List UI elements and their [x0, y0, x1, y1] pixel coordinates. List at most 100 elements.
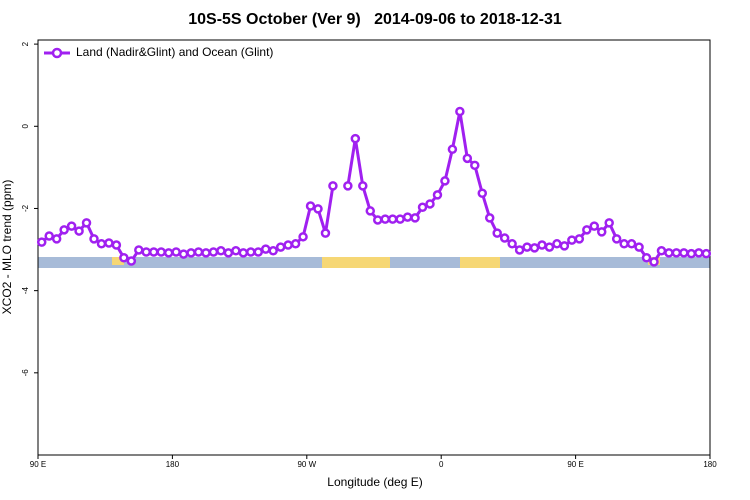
point — [216, 246, 226, 256]
point — [223, 248, 234, 258]
point — [634, 242, 644, 252]
point — [186, 248, 196, 258]
point — [440, 176, 450, 186]
point — [320, 228, 331, 238]
point — [641, 253, 652, 263]
y-axis-label: XCO2 - MLO trend (ppm) — [0, 180, 14, 315]
point — [544, 242, 555, 252]
point — [656, 246, 667, 256]
point — [484, 213, 495, 223]
point — [574, 234, 585, 244]
point — [462, 153, 473, 164]
point — [417, 202, 428, 212]
point — [156, 247, 166, 257]
point — [283, 240, 293, 250]
point — [380, 214, 390, 224]
point — [350, 133, 361, 144]
point — [410, 213, 420, 223]
point — [298, 232, 308, 242]
point — [208, 247, 219, 257]
point — [447, 144, 458, 155]
point — [59, 225, 69, 235]
point — [134, 245, 144, 255]
point — [529, 243, 540, 253]
point — [201, 248, 211, 258]
point — [246, 247, 256, 257]
point — [596, 227, 607, 237]
point — [372, 215, 383, 225]
point — [89, 234, 99, 244]
point — [343, 181, 353, 191]
point — [671, 248, 682, 258]
point — [522, 242, 532, 252]
point — [193, 247, 204, 257]
point — [260, 244, 271, 254]
point — [470, 160, 480, 171]
point — [51, 234, 62, 244]
point — [649, 257, 659, 267]
y-tick-label: -2 — [21, 204, 30, 212]
plot-frame — [37, 39, 711, 456]
point — [626, 239, 637, 249]
point — [141, 247, 152, 257]
point — [619, 239, 629, 249]
point — [611, 234, 622, 244]
point — [701, 248, 712, 259]
point — [104, 238, 114, 248]
series-line — [40, 111, 707, 264]
x-tick-label: 90 W — [297, 460, 316, 469]
point — [507, 239, 517, 249]
point — [567, 235, 577, 245]
point — [178, 249, 189, 259]
point — [66, 221, 77, 231]
point — [328, 181, 338, 191]
point — [96, 239, 107, 249]
point — [694, 248, 704, 258]
point — [552, 239, 562, 249]
y-tick-label: -4 — [21, 287, 30, 295]
x-axis-label: Longitude (deg E) — [327, 475, 422, 489]
legend-marker — [51, 47, 63, 59]
point — [664, 248, 674, 258]
point — [402, 212, 413, 222]
point — [111, 240, 122, 250]
x-tick-label: 180 — [703, 460, 717, 469]
point — [231, 246, 241, 256]
chart-title: 10S-5S October (Ver 9) 2014-09-06 to 201… — [188, 11, 562, 28]
point — [44, 231, 54, 241]
point — [686, 248, 697, 259]
point — [268, 246, 278, 256]
x-tick-label: 90 E — [30, 460, 46, 469]
point — [477, 188, 488, 199]
point — [679, 248, 689, 258]
legend-label: Land (Nadir&Glint) and Ocean (Glint) — [76, 45, 273, 59]
point — [582, 225, 592, 235]
point — [313, 204, 323, 214]
land-ocean-strip — [38, 257, 710, 268]
point — [395, 214, 405, 224]
point — [537, 240, 547, 250]
point — [253, 247, 264, 257]
point — [425, 199, 435, 209]
y-tick-label: -6 — [21, 369, 30, 377]
point — [275, 242, 286, 252]
point — [559, 241, 570, 251]
point — [589, 221, 600, 231]
point — [455, 106, 465, 117]
x-tick-label: 180 — [166, 460, 180, 469]
point — [81, 218, 92, 228]
point — [74, 226, 84, 236]
point — [126, 256, 137, 266]
point — [358, 181, 368, 191]
y-tick-label: 0 — [21, 124, 30, 129]
point — [148, 247, 159, 257]
point — [119, 253, 129, 263]
x-tick-label: 0 — [439, 460, 444, 469]
point — [499, 233, 510, 243]
point — [36, 237, 47, 247]
point — [492, 228, 502, 238]
point — [387, 214, 398, 224]
point — [290, 239, 301, 249]
y-tick-label: 2 — [21, 41, 30, 46]
